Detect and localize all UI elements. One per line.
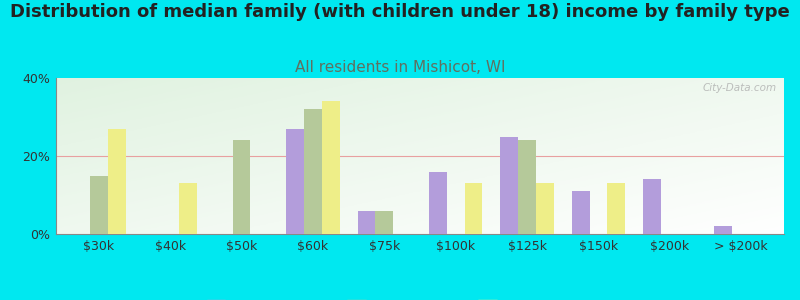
Bar: [465, 183, 482, 234]
Bar: [358, 211, 375, 234]
Bar: [429, 172, 446, 234]
Bar: [179, 183, 197, 234]
Bar: [572, 191, 590, 234]
Text: Distribution of median family (with children under 18) income by family type: Distribution of median family (with chil…: [10, 3, 790, 21]
Bar: [108, 129, 126, 234]
Bar: [375, 211, 394, 234]
Text: All residents in Mishicot, WI: All residents in Mishicot, WI: [294, 60, 506, 75]
Text: City-Data.com: City-Data.com: [702, 83, 777, 93]
Bar: [714, 226, 732, 234]
Legend: Married couple, Male, no wife, Female, no husband: Married couple, Male, no wife, Female, n…: [202, 295, 638, 300]
Bar: [607, 183, 625, 234]
Bar: [643, 179, 661, 234]
Bar: [304, 109, 322, 234]
Bar: [518, 140, 536, 234]
Bar: [322, 101, 340, 234]
Bar: [500, 136, 518, 234]
Bar: [90, 176, 108, 234]
Bar: [286, 129, 304, 234]
Bar: [233, 140, 250, 234]
Bar: [536, 183, 554, 234]
